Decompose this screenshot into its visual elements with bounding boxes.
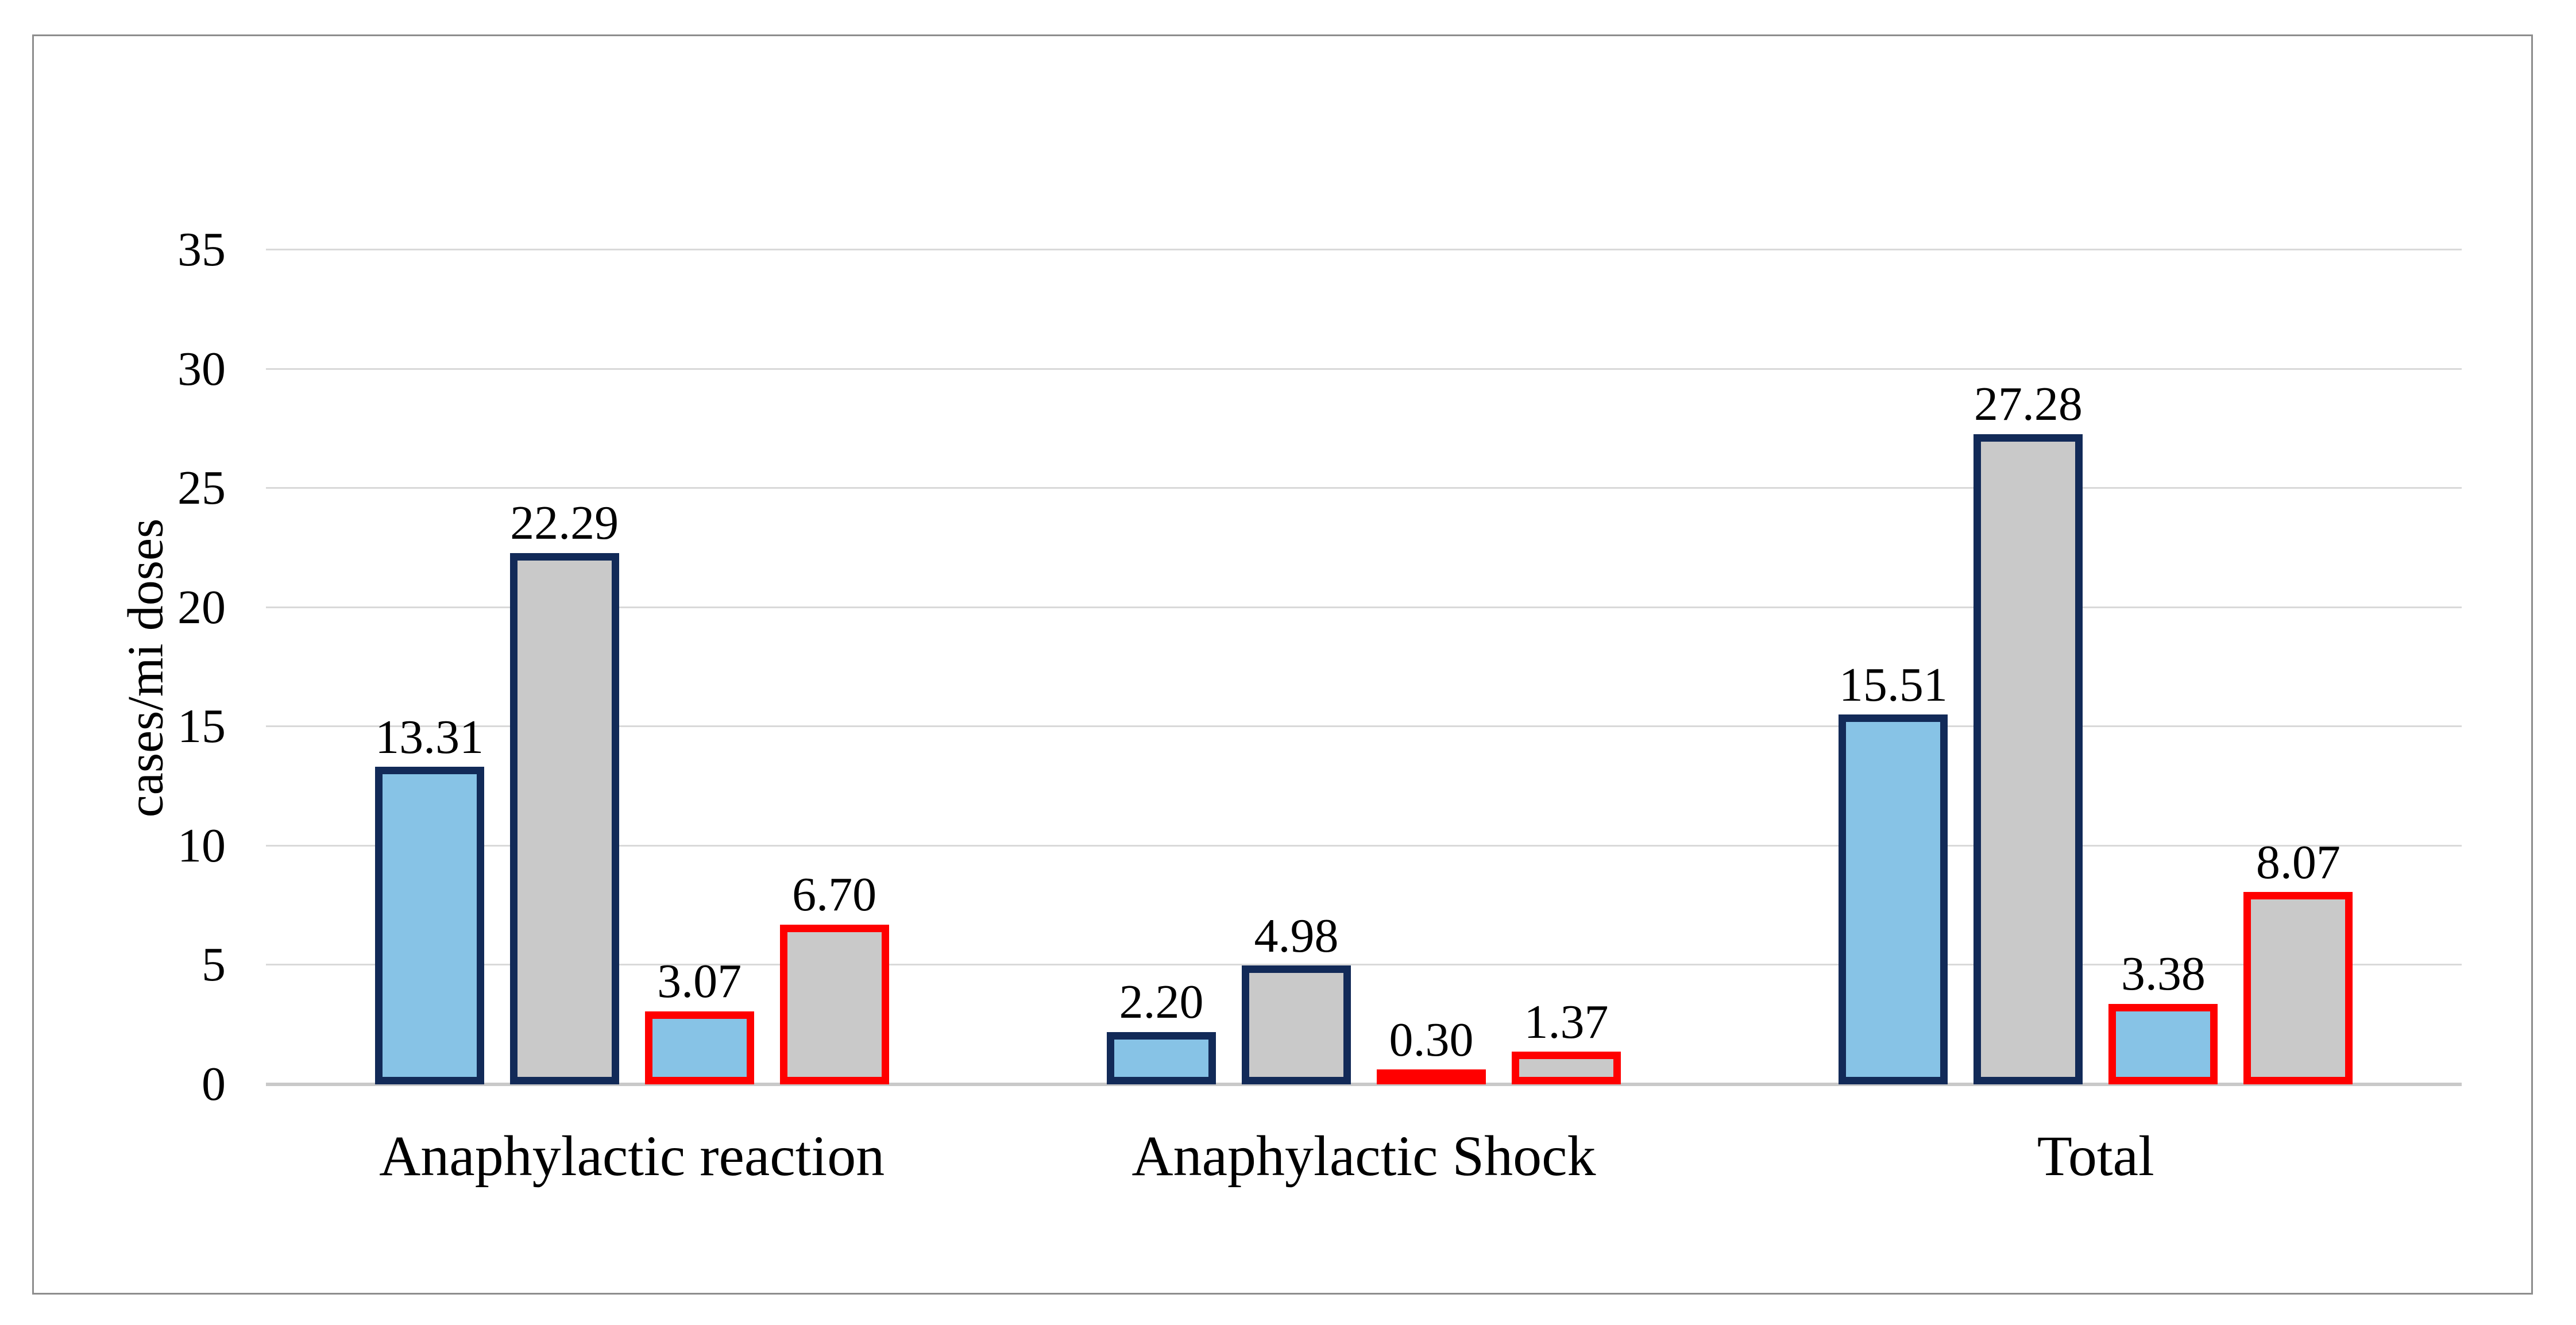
gridline xyxy=(266,487,2462,489)
bar-value-label: 2.20 xyxy=(1119,975,1204,1029)
gridline xyxy=(266,368,2462,370)
bar-blue-red-border: 3.38 xyxy=(2108,947,2218,1084)
gridline xyxy=(266,964,2462,966)
x-axis-category-label: Anaphylactic reaction xyxy=(379,1124,885,1188)
bar-groups-layer: 13.31 22.29 3.07 6.70 Anaphylactic reaction 2… xyxy=(266,250,2462,1188)
bar-gray-red-border: 8.07 xyxy=(2243,836,2353,1084)
bar-blue-red-border: 3.07 xyxy=(644,955,754,1084)
gridline xyxy=(266,725,2462,728)
bar-value-label: 27.28 xyxy=(1973,377,2083,431)
y-axis-tick-label: 5 xyxy=(202,938,226,992)
bar-value-label: 15.51 xyxy=(1839,658,1948,712)
bar-group: 15.51 27.28 3.38 8.07 Total xyxy=(1730,250,2462,1188)
bar-gray-navy-border: 22.29 xyxy=(509,496,619,1084)
bar-value-label: 22.29 xyxy=(510,496,619,550)
gridline xyxy=(266,249,2462,250)
bar-value-label: 13.31 xyxy=(375,710,484,764)
gridline xyxy=(266,606,2462,608)
bar-value-label: 6.70 xyxy=(792,868,877,922)
gridline xyxy=(266,844,2462,847)
bar-group: 13.31 22.29 3.07 6.70 Anaphylactic reaction xyxy=(266,250,998,1188)
bar-gray-red-border: 6.70 xyxy=(779,868,889,1084)
bar-value-label: 1.37 xyxy=(1524,995,1609,1049)
bar-group: 2.20 4.98 0.30 1.37 Anaphylactic Shock xyxy=(998,250,1729,1188)
y-axis-tick-label: 10 xyxy=(177,818,226,872)
bar-value-label: 3.07 xyxy=(657,955,742,1009)
bar-value-label: 4.98 xyxy=(1254,909,1339,963)
y-axis-tick-label: 20 xyxy=(177,580,226,634)
y-axis-tick-labels: 0 5 10 15 20 25 30 35 xyxy=(34,36,226,1293)
x-axis-line xyxy=(266,1083,2462,1086)
bar-blue-navy-border: 13.31 xyxy=(374,710,484,1084)
bar-gray-red-border: 1.37 xyxy=(1511,995,1621,1084)
bar-gray-navy-border: 4.98 xyxy=(1241,909,1351,1084)
y-axis-tick-label: 30 xyxy=(177,342,226,396)
y-axis-tick-label: 25 xyxy=(177,461,226,515)
x-axis-category-label: Total xyxy=(2037,1124,2154,1188)
bar-value-label: 8.07 xyxy=(2256,835,2341,889)
bar-blue-navy-border: 2.20 xyxy=(1106,975,1216,1084)
chart-frame: cases/mi doses 0 5 10 15 20 25 30 35 13.31 22.29… xyxy=(32,34,2533,1295)
bar-blue-red-border: 0.30 xyxy=(1376,1013,1486,1084)
plot-area xyxy=(266,249,2462,1086)
bar-value-label: 3.38 xyxy=(2121,947,2206,1001)
y-axis-tick-label: 15 xyxy=(177,700,226,754)
x-axis-category-label: Anaphylactic Shock xyxy=(1131,1124,1596,1188)
bar-value-label: 0.30 xyxy=(1389,1013,1474,1067)
y-axis-tick-label: 35 xyxy=(177,223,226,276)
bar-gray-navy-border: 27.28 xyxy=(1973,377,2083,1084)
bar-blue-navy-border: 15.51 xyxy=(1839,658,1948,1084)
y-axis-tick-label: 0 xyxy=(202,1057,226,1111)
